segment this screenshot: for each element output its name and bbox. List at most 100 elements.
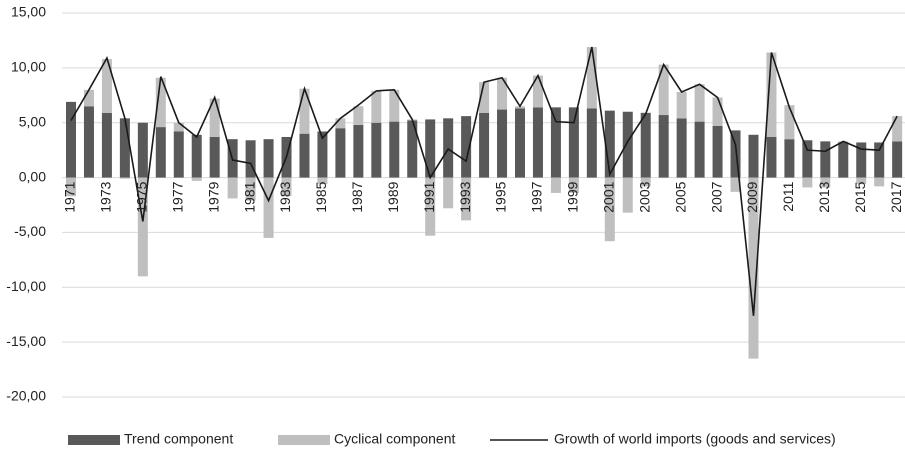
legend-swatch [68, 435, 120, 445]
x-tick-label: 2009 [744, 181, 760, 212]
bar [173, 131, 184, 178]
x-tick-label: 1987 [349, 181, 365, 212]
bar [353, 124, 364, 178]
x-tick-label: 2013 [816, 181, 832, 212]
bar [820, 177, 831, 188]
bar [694, 84, 705, 122]
bar [443, 177, 454, 209]
bar [838, 142, 849, 178]
x-tick-label: 1999 [565, 181, 581, 212]
y-tick-label: -15,00 [6, 333, 46, 349]
bar [461, 116, 472, 178]
bar [712, 97, 723, 127]
bar [263, 139, 274, 178]
y-tick-label: 0,00 [19, 168, 46, 184]
bar [892, 116, 903, 142]
bar [335, 118, 346, 129]
bar [353, 106, 364, 125]
x-tick-label: 1979 [205, 181, 221, 212]
bar [83, 106, 94, 178]
x-tick-label: 1971 [62, 181, 78, 212]
bar [66, 101, 76, 178]
bar [317, 131, 328, 178]
bar [802, 177, 813, 188]
bar [676, 118, 687, 178]
bar [371, 122, 382, 178]
line [70, 46, 898, 316]
bar [191, 177, 202, 181]
x-tick-label: 1973 [98, 181, 114, 212]
bar [550, 107, 561, 178]
x-tick-label: 2003 [636, 181, 652, 212]
bar [640, 112, 651, 178]
x-tick-label: 1995 [493, 181, 509, 212]
bar [730, 177, 741, 192]
bar [461, 177, 472, 221]
bar [784, 139, 795, 178]
y-tick-label: 15,00 [11, 4, 46, 20]
bar [874, 177, 885, 187]
x-tick-label: 1993 [457, 181, 473, 212]
bar [802, 140, 813, 178]
bar [550, 177, 561, 193]
bar [820, 141, 831, 178]
bar [604, 177, 615, 242]
bar [101, 112, 112, 178]
bar [245, 177, 256, 201]
bar [658, 64, 669, 116]
bar [299, 88, 310, 134]
x-tick-label: 1977 [169, 181, 185, 212]
bar [83, 89, 94, 107]
bar [730, 130, 741, 178]
x-tick-label: 2007 [708, 181, 724, 212]
legend-label: Growth of world imports (goods and servi… [554, 431, 836, 447]
bar [622, 177, 633, 213]
x-tick-label: 1975 [134, 181, 150, 212]
bar [443, 118, 454, 178]
bar [101, 59, 112, 113]
legend-label: Trend component [124, 431, 233, 447]
bar [586, 108, 597, 178]
bar [281, 177, 292, 197]
x-tick-label: 1997 [529, 181, 545, 212]
bar [137, 122, 148, 178]
bar [640, 177, 651, 187]
bar [604, 110, 615, 178]
bar [694, 121, 705, 178]
bar [658, 115, 669, 178]
bar [856, 177, 867, 185]
bar [622, 111, 633, 178]
bar [766, 52, 777, 137]
bar [766, 136, 777, 178]
x-tick-label: 2017 [888, 181, 904, 212]
bar [784, 105, 795, 140]
x-tick-label: 2011 [780, 181, 796, 211]
bar [227, 177, 238, 199]
bar [209, 98, 220, 137]
bar [335, 128, 346, 178]
x-tick-label: 1989 [385, 181, 401, 212]
bar [568, 107, 579, 178]
bar [389, 121, 400, 178]
bar [119, 118, 130, 178]
bar [407, 120, 418, 178]
x-tick-label: 2015 [852, 181, 868, 212]
legend-label: Cyclical component [334, 431, 455, 447]
bar [892, 141, 903, 178]
bar [155, 127, 166, 178]
bar [856, 142, 867, 178]
bar [497, 109, 508, 178]
legend-swatch [278, 435, 330, 445]
bar [497, 77, 508, 110]
bar [137, 177, 148, 277]
bar [425, 119, 436, 178]
bar [245, 140, 256, 178]
x-tick-label: 2001 [601, 181, 617, 212]
x-tick-label: 1983 [277, 181, 293, 212]
y-tick-label: 5,00 [19, 113, 46, 129]
bar [66, 177, 76, 197]
bar [299, 133, 310, 178]
bar [119, 177, 130, 179]
x-tick-label: 1981 [241, 181, 257, 212]
bar [191, 134, 202, 178]
